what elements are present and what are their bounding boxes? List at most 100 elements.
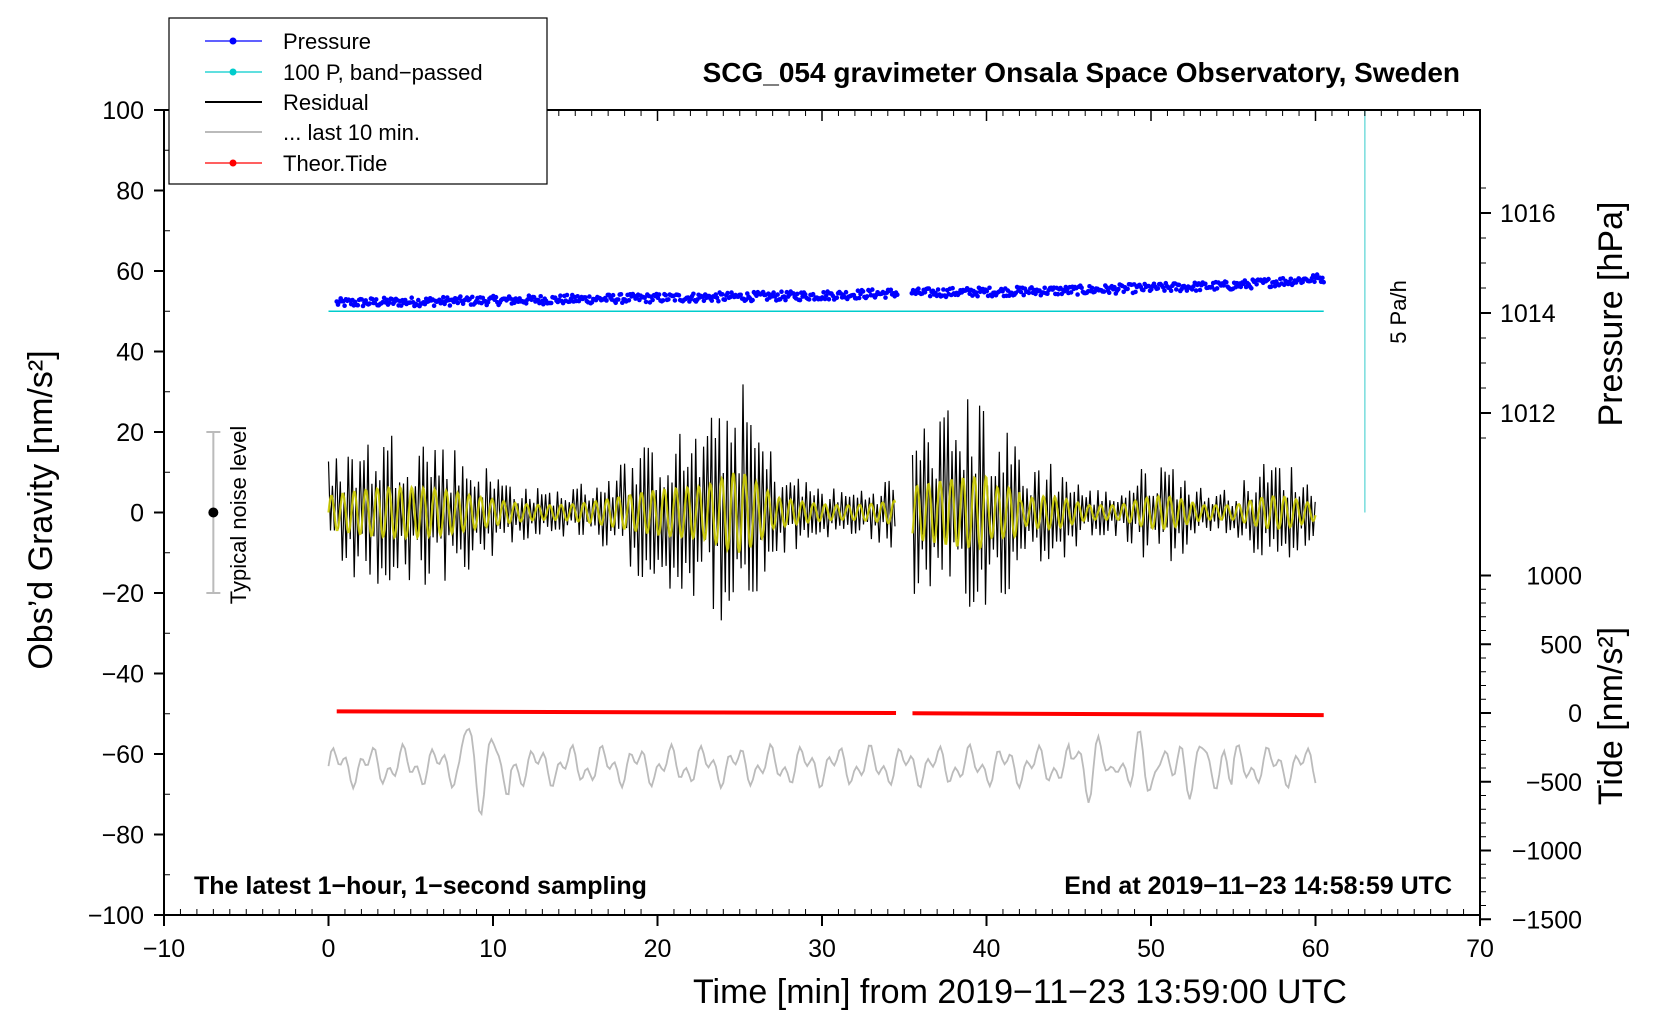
pressure-point [1155,286,1161,291]
legend-label-last10: ... last 10 min. [283,120,420,145]
legend-marker-tide [229,159,237,167]
pressure-point [1021,292,1026,298]
pressure-point [583,295,588,300]
pressure-point [355,302,361,308]
pressure-point [916,286,921,292]
pressure-point [856,295,862,301]
pressure-point [975,293,980,299]
pressure-point [743,297,749,303]
pressure-point [701,298,707,304]
y-tick-label: 80 [116,178,144,206]
y-tick-label: −60 [102,741,144,769]
pressure-point [1116,286,1121,292]
pressure-point [775,292,780,297]
pressure-point [1168,288,1174,294]
y-tick-label: −20 [102,580,144,608]
pressure-point [771,290,776,295]
pressure-point [802,292,808,297]
pressure-point [834,295,840,301]
pressure-point [610,292,616,298]
pressure-point [824,293,829,298]
pressure-point [409,295,415,301]
plot-area [206,110,1366,817]
pressure-point [1221,283,1226,288]
series-residual-segment-2 [911,399,1316,607]
pressure-point [738,292,743,298]
pressure-point [455,300,461,306]
tide-axis-title: Tide [nm/s²] [1592,627,1630,805]
pressure-point [783,297,788,303]
pressure-point [626,298,632,303]
pressure-point [663,292,668,298]
x-tick-label: 70 [1466,935,1494,963]
pressure-point [1193,288,1199,293]
legend-marker-bandpassed [229,68,237,76]
pressure-point [564,292,570,298]
pressure-point [1055,291,1061,297]
pressure-point [795,291,800,297]
pressure-point [888,287,894,293]
pressure-point [1197,287,1203,293]
x-tick-label: 60 [1302,935,1330,963]
pressure-point [1162,288,1167,293]
x-tick-label: 10 [479,935,507,963]
pressure-point [950,285,955,291]
x-tick-label: 40 [973,935,1001,963]
legend-label-pressure: Pressure [283,29,371,54]
pressure-point [781,294,787,299]
pressure-point [716,298,721,304]
pressure-point [1266,276,1271,282]
pressure-point [870,287,875,292]
pressure-point [810,291,816,297]
series-overlay-segment-2 [911,474,1317,551]
pressure-point [691,291,696,297]
series-residual-segment-1 [327,384,896,621]
legend-label-tide: Theor.Tide [283,151,387,176]
pressure-point [1314,272,1320,277]
pressure-point [604,298,609,303]
x-axis-title: Time [min] from 2019−11−23 13:59:00 UTC [693,973,1347,1011]
pressure-point [493,294,499,300]
pressure-point [1141,287,1146,293]
axes: −10 0 10 20 30 40 50 60 70100806040200−20−40−60−… [88,97,1582,963]
noise-level-label: Typical noise level [226,426,251,605]
pressure-point [883,295,888,300]
x-tick-label: 0 [322,935,336,963]
pressure-tick-label: 1012 [1500,400,1556,428]
legend-marker-pressure [229,37,237,45]
sampling-note: The latest 1−hour, 1−second sampling [194,872,647,900]
legend-label-residual: Residual [283,90,369,115]
pressure-point [1089,285,1095,291]
pressure-point [1320,275,1325,281]
pressure-point [523,301,529,306]
pressure-point [367,301,372,306]
pressure-point [1254,282,1259,287]
pressure-tick-label: 1016 [1500,200,1556,228]
pressure-point [860,289,866,294]
pressure-point [1203,281,1208,287]
legend-item-residual: Residual [205,90,369,115]
pressure-point [616,297,621,302]
pressure-point [643,299,649,305]
series-last10 [327,727,1317,817]
pressure-point [984,288,990,294]
pressure-point [822,296,828,302]
series-overlay-segment-1 [327,472,897,554]
pressure-point [843,289,849,295]
pressure-point [864,294,870,299]
pressure-point [1106,290,1112,296]
pressure-point [538,294,543,299]
x-tick-label: 20 [644,935,672,963]
pressure-point [618,292,624,297]
pressure-point [974,290,979,295]
pressure-point [1042,285,1047,291]
noise-bar-center [208,507,219,518]
pressure-point [672,298,678,303]
pressure-point [935,287,941,292]
pressure-point [987,285,992,291]
pressure-point [458,294,463,299]
y-tick-label: −80 [102,822,144,850]
pressure-point [797,297,803,303]
y-tick-label: 0 [130,500,144,528]
pressure-point [441,294,446,300]
